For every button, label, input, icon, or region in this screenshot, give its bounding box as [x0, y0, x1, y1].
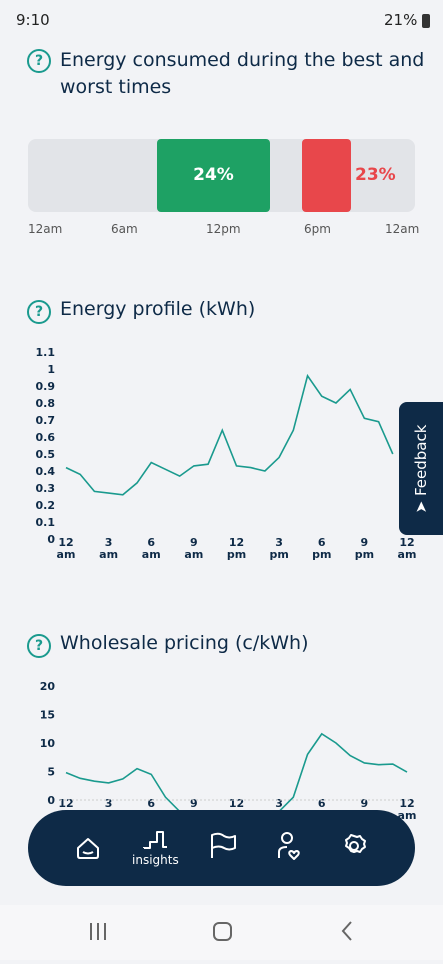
x-tick-part: pm: [269, 548, 288, 561]
y-tick-label: 0: [47, 794, 55, 807]
axis-label: 12pm: [206, 222, 241, 236]
y-tick-label: 5: [47, 766, 55, 779]
charts: 00.10.20.30.40.50.60.70.80.911.112 am3 am6…: [36, 346, 417, 830]
feedback-text: Feedback: [412, 424, 430, 496]
y-tick-label: 20: [40, 680, 56, 693]
x-tick-part: 9: [190, 536, 198, 549]
x-tick-part: 6: [318, 797, 326, 810]
battery-icon: [422, 14, 430, 28]
bottom-nav: insights: [28, 810, 415, 886]
y-tick-label: 0.5: [36, 448, 56, 461]
nav-label[interactable]: insights: [132, 853, 179, 867]
y-tick-label: 0: [47, 533, 55, 546]
y-tick-label: 0.6: [36, 431, 56, 444]
system-buttons: [90, 921, 352, 941]
x-tick-part: am: [57, 548, 76, 561]
home-button[interactable]: [213, 922, 232, 941]
chart-title: Energy profile (kWh): [60, 298, 256, 320]
settings-icon[interactable]: [349, 841, 359, 851]
y-tick-label: 1.1: [36, 346, 56, 359]
x-tick-part: 3: [275, 536, 283, 549]
profile-icon[interactable]: [281, 832, 293, 844]
y-tick-label: 1: [47, 363, 55, 376]
x-tick-part: pm: [312, 548, 331, 561]
y-tick-label: 0.2: [36, 499, 56, 512]
axis-label: 6pm: [304, 222, 331, 236]
x-tick-part: 12: [58, 536, 73, 549]
axis-label: 12am: [28, 222, 63, 236]
y-tick-label: 0.3: [36, 482, 56, 495]
insights-icon[interactable]: [143, 831, 167, 849]
help-icon[interactable]: ?: [27, 300, 51, 324]
data-line: [65, 373, 394, 496]
heart-icon[interactable]: [278, 846, 300, 860]
x-tick-part: 9: [361, 797, 369, 810]
chart-title: Wholesale pricing (c/kWh): [60, 632, 309, 654]
x-tick-part: 3: [105, 536, 113, 549]
x-tick-part: am: [142, 548, 161, 561]
home-icon[interactable]: [77, 838, 99, 859]
y-tick-label: 15: [40, 709, 55, 722]
flag-icon[interactable]: [211, 832, 236, 858]
x-tick-part: 12: [229, 536, 244, 549]
x-tick-part: pm: [355, 548, 374, 561]
best-window: 24%: [157, 139, 270, 212]
x-tick-part: 6: [147, 536, 155, 549]
worst-label: 23%: [355, 165, 396, 185]
status-bar: 9:10 21%: [0, 0, 443, 40]
y-tick-label: 0.9: [36, 380, 56, 393]
y-tick-label: 0.4: [36, 465, 56, 478]
section-title: Energy consumed during the best and wors…: [60, 49, 425, 98]
x-tick-part: 6: [147, 797, 155, 810]
x-tick-part: 12: [399, 536, 414, 549]
feedback-label: ➤ Feedback: [412, 424, 430, 513]
y-tick-label: 0.8: [36, 397, 56, 410]
feedback-tab[interactable]: ➤ Feedback: [399, 402, 443, 535]
back-button[interactable]: [341, 921, 352, 941]
x-tick-part: am: [99, 548, 118, 561]
x-tick-part: pm: [227, 548, 246, 561]
x-tick-part: am: [398, 548, 417, 561]
x-tick-part: 9: [361, 536, 369, 549]
clock: 9:10: [16, 11, 50, 29]
axis-label: 6am: [111, 222, 138, 236]
worst-window: [302, 139, 351, 212]
y-tick-label: 0.1: [36, 516, 56, 529]
x-tick-part: 12: [399, 797, 414, 810]
x-tick-part: 6: [318, 536, 326, 549]
y-tick-label: 0.7: [36, 414, 56, 427]
help-icon[interactable]: ?: [27, 49, 51, 73]
system-nav-bar: [0, 905, 443, 960]
x-tick-part: 3: [275, 797, 283, 810]
x-tick-part: am: [184, 548, 203, 561]
x-tick-part: 9: [190, 797, 198, 810]
help-icon[interactable]: ?: [27, 634, 51, 658]
recents-button[interactable]: [90, 923, 106, 940]
nav-icons: [77, 831, 366, 860]
axis-label: 12am: [385, 222, 420, 236]
settings-gear[interactable]: [345, 834, 366, 853]
battery: 21%: [384, 11, 418, 29]
x-tick-part: 3: [105, 797, 113, 810]
y-tick-label: 10: [40, 737, 56, 750]
